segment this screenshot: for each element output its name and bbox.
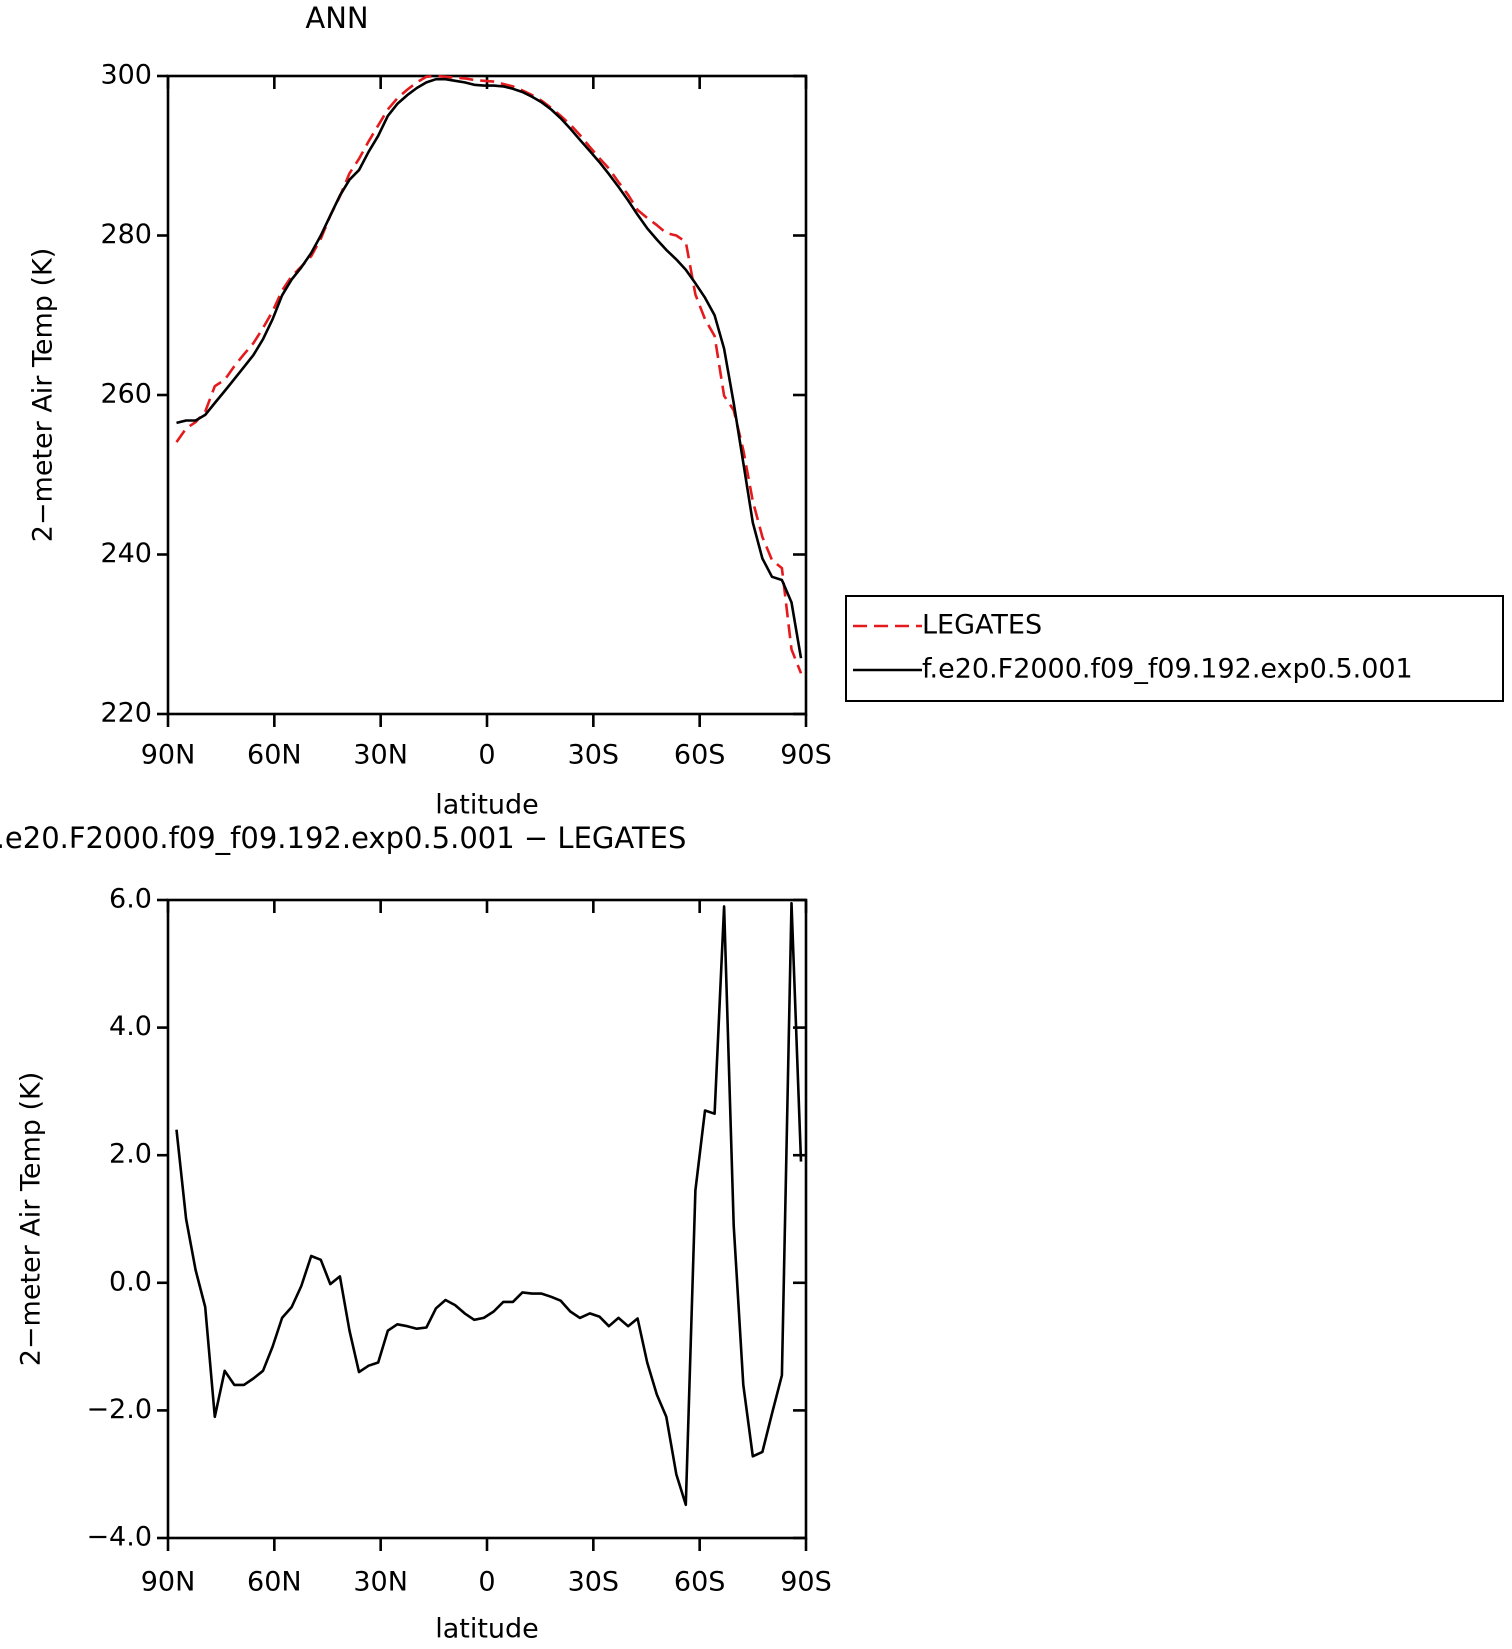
x-tick-label: 30N <box>353 740 408 771</box>
plot-frame <box>166 898 808 1540</box>
y-axis-label: 2−meter Air Temp (K) <box>28 248 59 543</box>
x-tick-label: 60N <box>247 740 302 771</box>
y-tick-label: 2.0 <box>109 1139 152 1170</box>
y-tick-label: −4.0 <box>86 1522 152 1553</box>
x-tick-label: 90S <box>780 1567 832 1598</box>
y-tick-label: 0.0 <box>109 1266 152 1297</box>
chart-title: f.e20.F2000.f09_f09.192.exp0.5.001 − LEG… <box>0 821 686 855</box>
y-tick-label: 280 <box>100 219 152 250</box>
y-tick-label: 240 <box>100 538 152 569</box>
data-line <box>175 901 803 1507</box>
legend-label: f.e20.F2000.f09_f09.192.exp0.5.001 <box>922 654 1413 685</box>
y-tick-label: 260 <box>100 379 152 410</box>
x-tick-label: 60S <box>674 740 726 771</box>
x-axis-label: latitude <box>435 1614 539 1645</box>
x-axis-label: latitude <box>435 790 539 821</box>
x-tick-label: 90N <box>141 740 196 771</box>
x-tick-label: 30N <box>353 1567 408 1598</box>
y-tick-label: −2.0 <box>86 1394 152 1425</box>
x-tick-label: 30S <box>568 740 620 771</box>
x-tick-label: 0 <box>478 740 495 771</box>
y-tick-label: 6.0 <box>109 884 152 915</box>
x-tick-label: 90N <box>141 1567 196 1598</box>
legend-box <box>845 595 1504 702</box>
x-tick-label: 90S <box>780 740 832 771</box>
data-line <box>176 77 803 659</box>
y-tick-label: 300 <box>100 60 152 91</box>
x-tick-label: 60S <box>674 1567 726 1598</box>
y-tick-label: 220 <box>100 698 152 729</box>
data-line <box>175 74 803 674</box>
y-axis-label: 2−meter Air Temp (K) <box>16 1072 47 1367</box>
x-tick-label: 60N <box>247 1567 302 1598</box>
legend-label: LEGATES <box>922 610 1042 641</box>
x-tick-label: 0 <box>478 1567 495 1598</box>
plot-frame <box>166 74 808 716</box>
chart-title: ANN <box>305 1 368 35</box>
x-tick-label: 30S <box>568 1567 620 1598</box>
y-tick-label: 4.0 <box>109 1011 152 1042</box>
